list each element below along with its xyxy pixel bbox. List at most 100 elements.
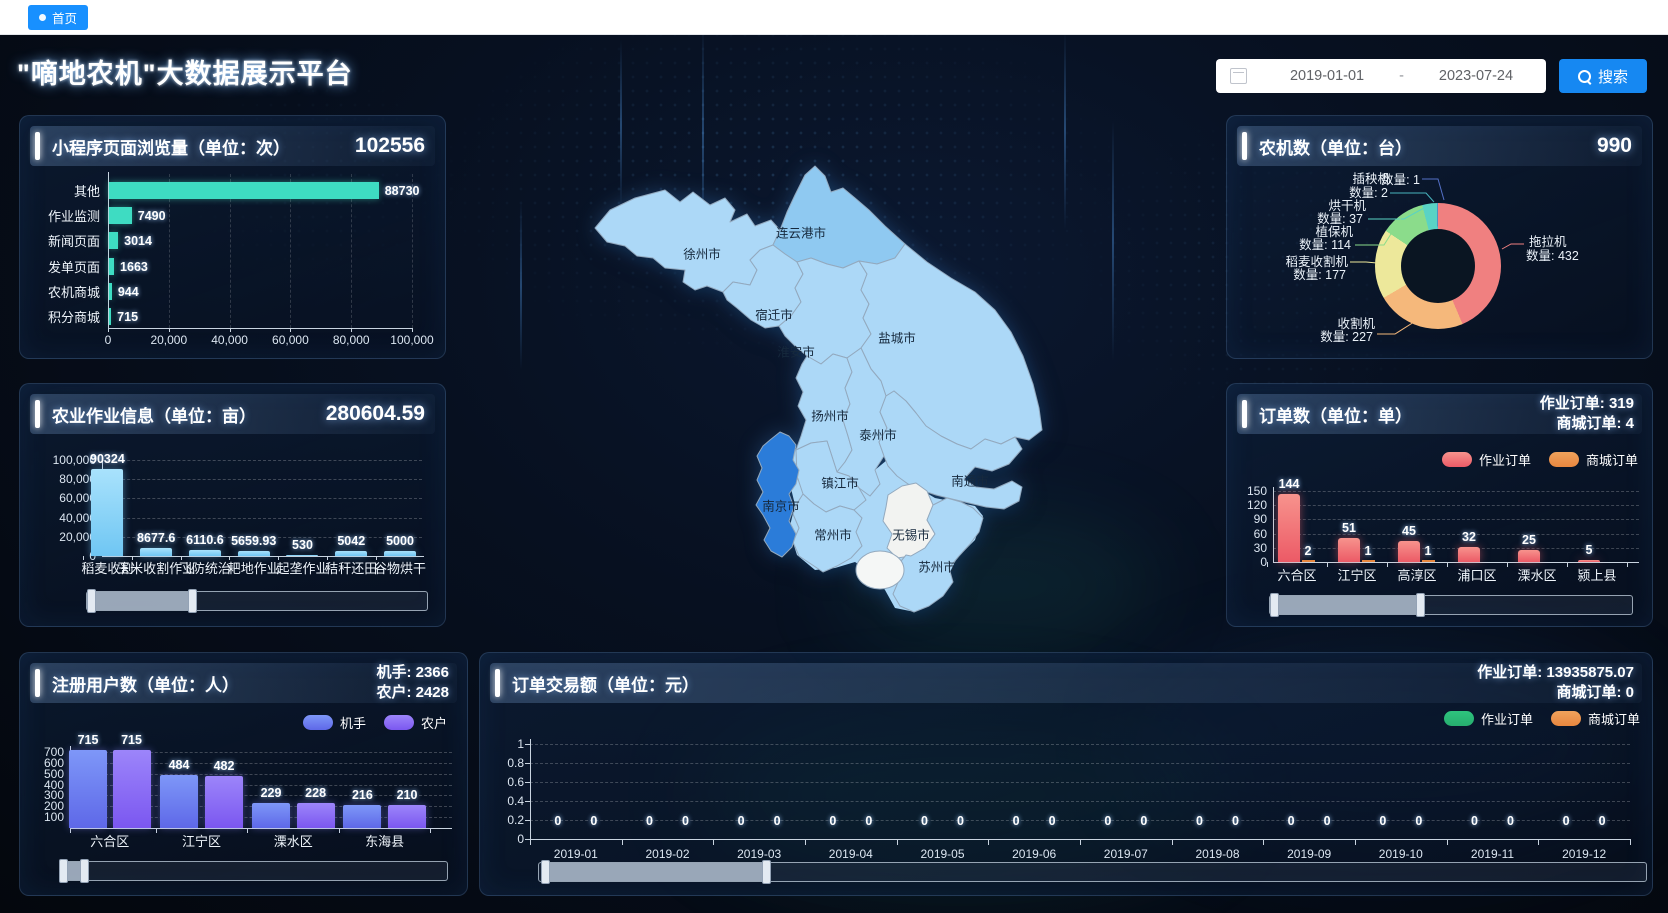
bar-颍上县-work[interactable]	[1578, 559, 1600, 562]
map-city-label-淮安市: 淮安市	[777, 345, 815, 360]
bar-六合区-机手[interactable]	[69, 750, 107, 828]
legend-item-drivers[interactable]: 机手	[302, 713, 366, 732]
page-title: "嘀地农机"大数据展示平台	[17, 59, 353, 89]
panel-transactions-title: 订单交易额（单位：元）	[512, 675, 699, 695]
legend-label-trans-mall: 商城订单	[1587, 712, 1640, 727]
bar-秸秆还田[interactable]	[335, 551, 368, 556]
axis-tick-mark	[621, 839, 623, 845]
x-axis-tick: 2019-01	[553, 847, 598, 861]
bar-发单页面[interactable]	[109, 257, 115, 275]
bar-耙地作业[interactable]	[237, 550, 270, 556]
bar-玉米收割作业[interactable]	[140, 547, 173, 556]
axis-tick-mark	[525, 801, 530, 802]
search-button-label: 搜索	[1597, 68, 1628, 86]
transactions-datazoom-slider-handle-left[interactable]	[541, 860, 550, 884]
bar-谷物烘干[interactable]	[384, 551, 417, 556]
donut-chart[interactable]	[1375, 203, 1501, 329]
legend-item-farmers[interactable]: 农户	[383, 713, 447, 732]
axis-tick-mark	[131, 556, 133, 560]
bar-六合区-mall[interactable]	[1302, 560, 1315, 562]
bar-飞防统治[interactable]	[188, 550, 221, 556]
panel-header: 小程序页面浏览量（单位：次） 102556	[30, 126, 435, 166]
bar-东海县-农户[interactable]	[388, 805, 426, 828]
bar-江宁区-work[interactable]	[1338, 537, 1360, 562]
map-city-label-苏州市: 苏州市	[918, 560, 956, 575]
date-end-value[interactable]: 2023-07-24	[1438, 68, 1514, 84]
bar-溧水区-机手[interactable]	[252, 803, 290, 828]
axis-tick-mark	[896, 839, 898, 845]
y-axis-tick: 0	[517, 832, 524, 846]
axis-tick-mark	[988, 839, 990, 845]
users-datazoom-slider-handle-right[interactable]	[80, 859, 89, 883]
donut-label: 数量: 177	[1293, 268, 1346, 282]
map-region-xuzhou[interactable]	[594, 189, 781, 293]
donut-label: 数量: 37	[1317, 212, 1363, 226]
trans-chart: 1 0.8 0.6 0.4 0.2 0 0 0 2019-01 0 0 2019-02 0 0 2019-0…	[480, 653, 1652, 895]
bar-江宁区-mall[interactable]	[1362, 560, 1375, 562]
map-city-label-连云港市: 连云港市	[775, 226, 827, 241]
map-region-suzhou[interactable]	[892, 497, 984, 613]
bar-新闻页面[interactable]	[109, 232, 119, 250]
axis-tick-mark	[525, 744, 530, 745]
legend-item-mall-orders[interactable]: 商城订单	[1548, 450, 1638, 469]
bar-江宁区-机手[interactable]	[160, 775, 198, 828]
map-region-changzhou[interactable]	[792, 493, 863, 573]
bar-溧水区-农户[interactable]	[296, 803, 335, 828]
legend-item-work-orders[interactable]: 作业订单	[1441, 450, 1531, 469]
orders-datazoom-slider[interactable]	[1269, 593, 1633, 617]
x-axis-tick: 40,000	[211, 333, 248, 347]
y-axis-tick: 0.4	[507, 794, 524, 808]
users-datazoom-slider[interactable]	[59, 859, 448, 883]
bar-高淳区-mall[interactable]	[1422, 560, 1435, 562]
map-region-nanjing[interactable]	[755, 431, 800, 558]
bar-农机商城[interactable]	[109, 282, 112, 300]
farm-work-datazoom-slider[interactable]	[86, 589, 428, 613]
panel-header: 订单交易额（单位：元） 作业订单: 13935875.07 商城订单: 0	[490, 663, 1642, 703]
date-start-value[interactable]: 2019-01-01	[1289, 68, 1365, 84]
users-datazoom-slider-range[interactable]	[59, 859, 89, 883]
axis-tick-mark	[1387, 562, 1388, 567]
date-range-picker[interactable]: 2019-01-01 - 2023-07-24	[1216, 59, 1546, 93]
farm-work-datazoom-slider-range[interactable]	[87, 589, 197, 613]
bar-积分商城[interactable]	[109, 308, 112, 325]
bar-作业监测[interactable]	[109, 207, 132, 225]
bar-value: 715	[121, 733, 142, 748]
bar-起垄作业[interactable]	[286, 554, 319, 556]
map-region-lianyungang[interactable]	[772, 165, 906, 269]
legend-item-trans-work[interactable]: 作业订单	[1443, 709, 1533, 728]
bar-江宁区-农户[interactable]	[205, 775, 243, 828]
bar-溧水区-work[interactable]	[1518, 550, 1540, 562]
map-region-nantong[interactable]	[878, 390, 1023, 510]
bar-其他[interactable]	[109, 182, 379, 199]
bar-六合区-农户[interactable]	[112, 750, 151, 828]
jiangsu-map: 徐州市 连云港市 宿迁市 淮安市 盐城市 扬州市 泰州市 南通市 南京市 镇江市 常州市 无锡市 苏州市	[575, 150, 1095, 630]
transactions-datazoom-slider[interactable]	[538, 860, 1647, 884]
axis-tick-mark	[229, 328, 231, 332]
y-axis-line	[108, 172, 109, 328]
bar-高淳区-work[interactable]	[1398, 540, 1420, 562]
farm-work-datazoom-slider-handle-right[interactable]	[188, 589, 197, 613]
bar-浦口区-work[interactable]	[1458, 546, 1480, 562]
gridline	[102, 536, 422, 538]
axis-tick-mark	[278, 556, 280, 560]
orders-datazoom-slider-handle-right[interactable]	[1416, 593, 1425, 617]
bar-六合区-work[interactable]	[1278, 493, 1300, 562]
orders-datazoom-slider-range[interactable]	[1270, 593, 1425, 617]
orders-datazoom-slider-handle-left[interactable]	[1270, 593, 1279, 617]
legend-swatch-trans-mall	[1550, 711, 1581, 726]
gridline	[530, 801, 1630, 802]
map-region-taizhou[interactable]	[836, 347, 888, 497]
bar-value: 0	[682, 814, 689, 828]
farm-work-datazoom-slider-handle-left[interactable]	[87, 589, 96, 613]
transactions-datazoom-slider-handle-right[interactable]	[762, 860, 771, 884]
bar-稻麦收割[interactable]	[91, 469, 124, 556]
transactions-datazoom-slider-range[interactable]	[541, 860, 771, 884]
search-button[interactable]: 搜索	[1559, 59, 1647, 93]
category-label: 颍上县	[1577, 568, 1617, 583]
tab-home[interactable]: 首页	[28, 5, 89, 30]
legend-item-trans-mall[interactable]: 商城订单	[1550, 709, 1640, 728]
users-datazoom-slider-handle-left[interactable]	[59, 859, 68, 883]
donut-label: 数量: 227	[1320, 330, 1373, 344]
x-axis-line	[102, 556, 424, 557]
bar-东海县-机手[interactable]	[343, 804, 382, 828]
